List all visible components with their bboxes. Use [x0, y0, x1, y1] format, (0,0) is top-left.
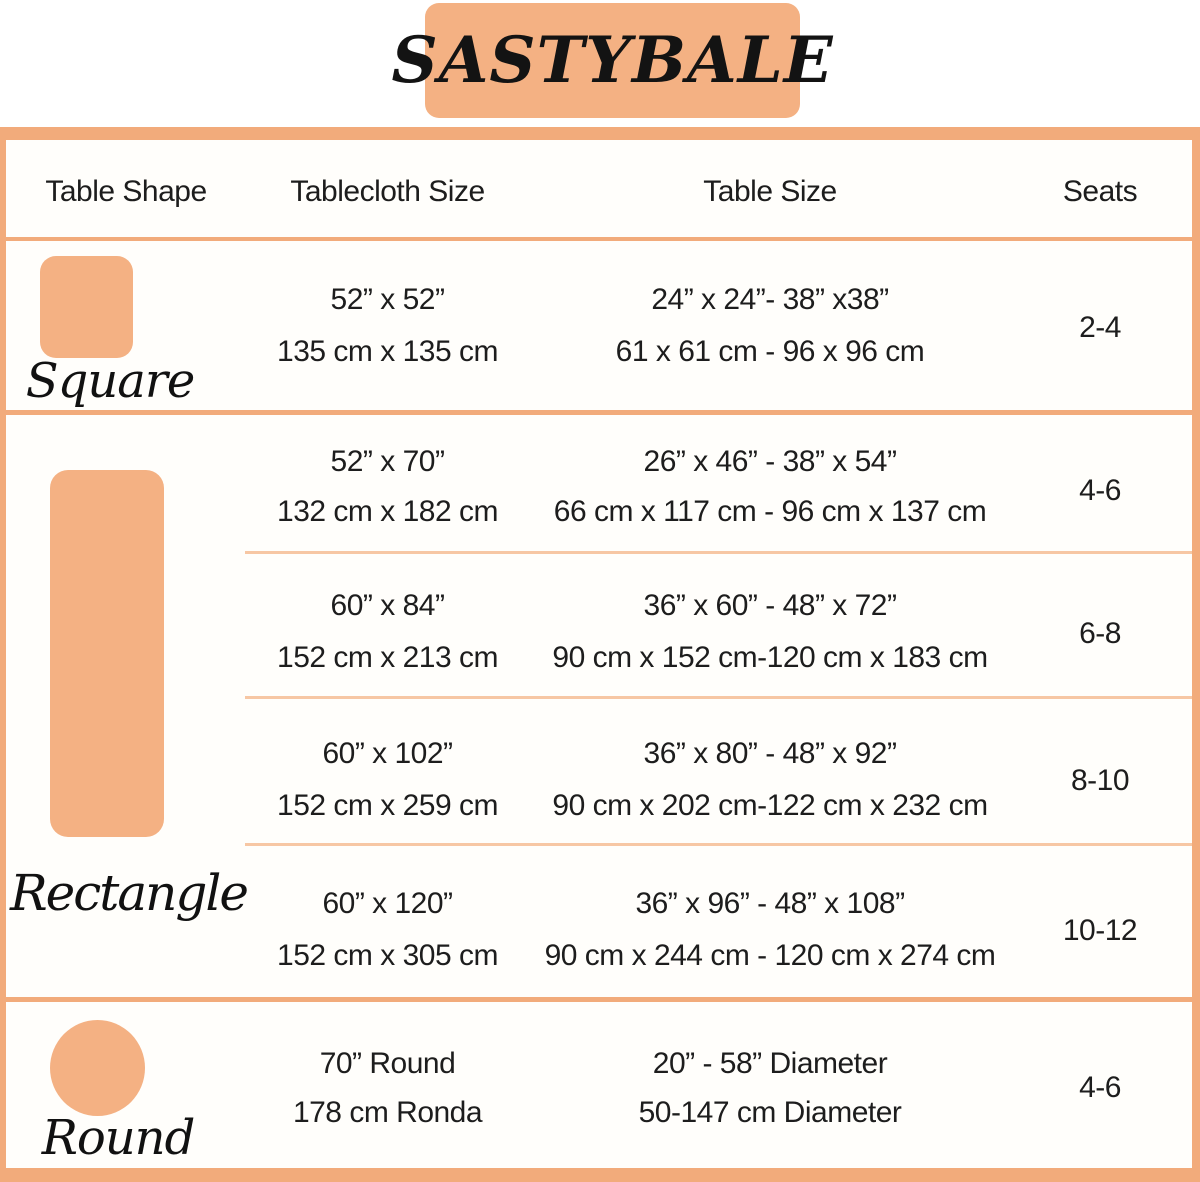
table-size-inches: 24” x 24”- 38” x38”: [651, 283, 889, 316]
table-size-inches: 36” x 80” - 48” x 92”: [643, 737, 897, 770]
seats-value: 2-4: [1079, 311, 1121, 344]
seats-value: 8-10: [1070, 764, 1130, 797]
column-header-table-size: Table Size: [703, 175, 837, 208]
brand-title: SASTYBALE: [391, 23, 834, 98]
sub-row-divider: [245, 551, 1192, 554]
table-size-cm: 90 cm x 244 cm - 120 cm x 274 cm: [544, 939, 996, 972]
tablecloth-size-inches: 60” x 84”: [330, 589, 445, 622]
table-size-cm: 90 cm x 152 cm-120 cm x 183 cm: [552, 641, 988, 674]
column-header-seats: Seats: [1062, 175, 1138, 208]
brand-banner: SASTYBALE: [392, 3, 832, 118]
tablecloth-size-inches: 52” x 70”: [330, 445, 445, 478]
table-size-inches: 26” x 46” - 38” x 54”: [643, 445, 897, 478]
tablecloth-size-inches: 60” x 120”: [322, 887, 453, 920]
shape-label-square: Square: [25, 353, 196, 409]
table-size-cm: 50-147 cm Diameter: [638, 1096, 902, 1129]
size-table: Table Shape Tablecloth Size Table Size S…: [0, 127, 1200, 1182]
shape-label-rectangle: Rectangle: [10, 864, 249, 922]
table-size-inches: 36” x 60” - 48” x 72”: [643, 589, 897, 622]
square-shape-icon: [40, 256, 133, 358]
tablecloth-size-cm: 135 cm x 135 cm: [277, 335, 498, 368]
row-divider: [6, 410, 1192, 415]
table-size-cm: 90 cm x 202 cm-122 cm x 232 cm: [552, 789, 988, 822]
tablecloth-size-cm: 132 cm x 182 cm: [277, 495, 498, 528]
table-size-cm: 66 cm x 117 cm - 96 cm x 137 cm: [553, 495, 987, 528]
tablecloth-size-cm: 152 cm x 305 cm: [277, 939, 498, 972]
sub-row-divider: [245, 843, 1192, 846]
tablecloth-size-cm: 152 cm x 213 cm: [277, 641, 498, 674]
header-divider: [6, 237, 1192, 241]
table-size-inches: 36” x 96” - 48” x 108”: [635, 887, 905, 920]
tablecloth-size-cm: 152 cm x 259 cm: [277, 789, 498, 822]
column-header-table-shape: Table Shape: [45, 175, 207, 208]
shape-label-round: Round: [41, 1110, 196, 1166]
table-size-cm: 61 x 61 cm - 96 x 96 cm: [615, 335, 925, 368]
seats-value: 4-6: [1079, 474, 1121, 507]
seats-value: 6-8: [1079, 617, 1121, 650]
seats-value: 4-6: [1079, 1071, 1121, 1104]
row-divider: [6, 997, 1192, 1002]
tablecloth-size-cm: 178 cm Ronda: [292, 1096, 483, 1129]
tablecloth-size-inches: 52” x 52”: [330, 283, 445, 316]
tablecloth-size-inches: 70” Round: [319, 1047, 456, 1080]
rectangle-shape-icon: [50, 470, 164, 837]
seats-value: 10-12: [1062, 914, 1138, 947]
tablecloth-size-inches: 60” x 102”: [322, 737, 453, 770]
round-shape-icon: [50, 1020, 145, 1116]
column-header-tablecloth-size: Tablecloth Size: [290, 175, 485, 208]
table-size-inches: 20” - 58” Diameter: [652, 1047, 888, 1080]
sub-row-divider: [245, 696, 1192, 699]
